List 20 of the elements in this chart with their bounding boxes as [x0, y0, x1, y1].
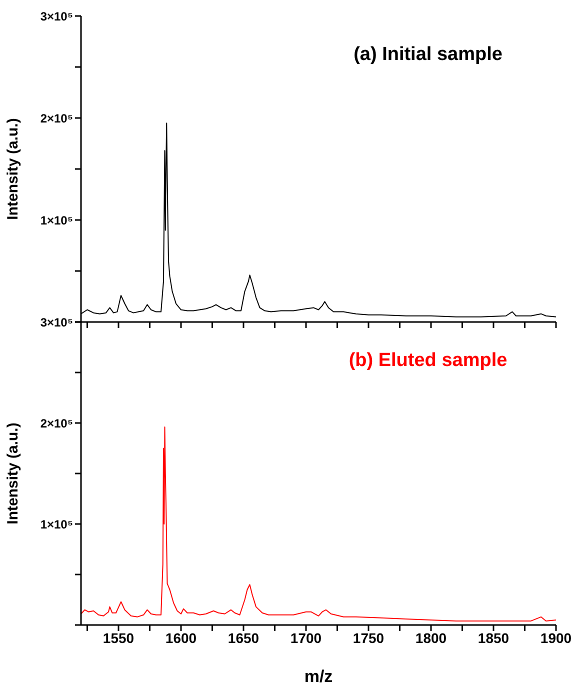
x-tick-label: 1700	[290, 630, 322, 646]
y-tick-label: 3×10⁵	[40, 315, 73, 330]
line-series	[81, 426, 556, 622]
x-axis-title: m/z	[304, 667, 333, 686]
x-tick-label: 1650	[228, 630, 260, 646]
x-tick-label: 1750	[352, 630, 384, 646]
y-tick-label: 1×10⁵	[40, 517, 73, 532]
x-tick-label: 1850	[478, 630, 510, 646]
x-tick-label: 1900	[540, 630, 572, 646]
y-tick-label: 3×10⁵	[40, 9, 73, 24]
x-tick-label: 1600	[165, 630, 197, 646]
y-tick-label: 1×10⁵	[40, 213, 73, 228]
annotation: (a) Initial sample	[352, 44, 504, 66]
x-tick-label: 1800	[415, 630, 447, 646]
y-axis-title: Intensity (a.u.)	[4, 118, 22, 220]
y-tick-label: 2×10⁵	[40, 111, 73, 126]
y-tick-label: 2×10⁵	[40, 416, 73, 430]
y-axis-title: Intensity (a.u.)	[4, 422, 22, 524]
annotation: (b) Eluted sample	[348, 350, 508, 372]
x-tick-label: 1550	[102, 630, 134, 646]
